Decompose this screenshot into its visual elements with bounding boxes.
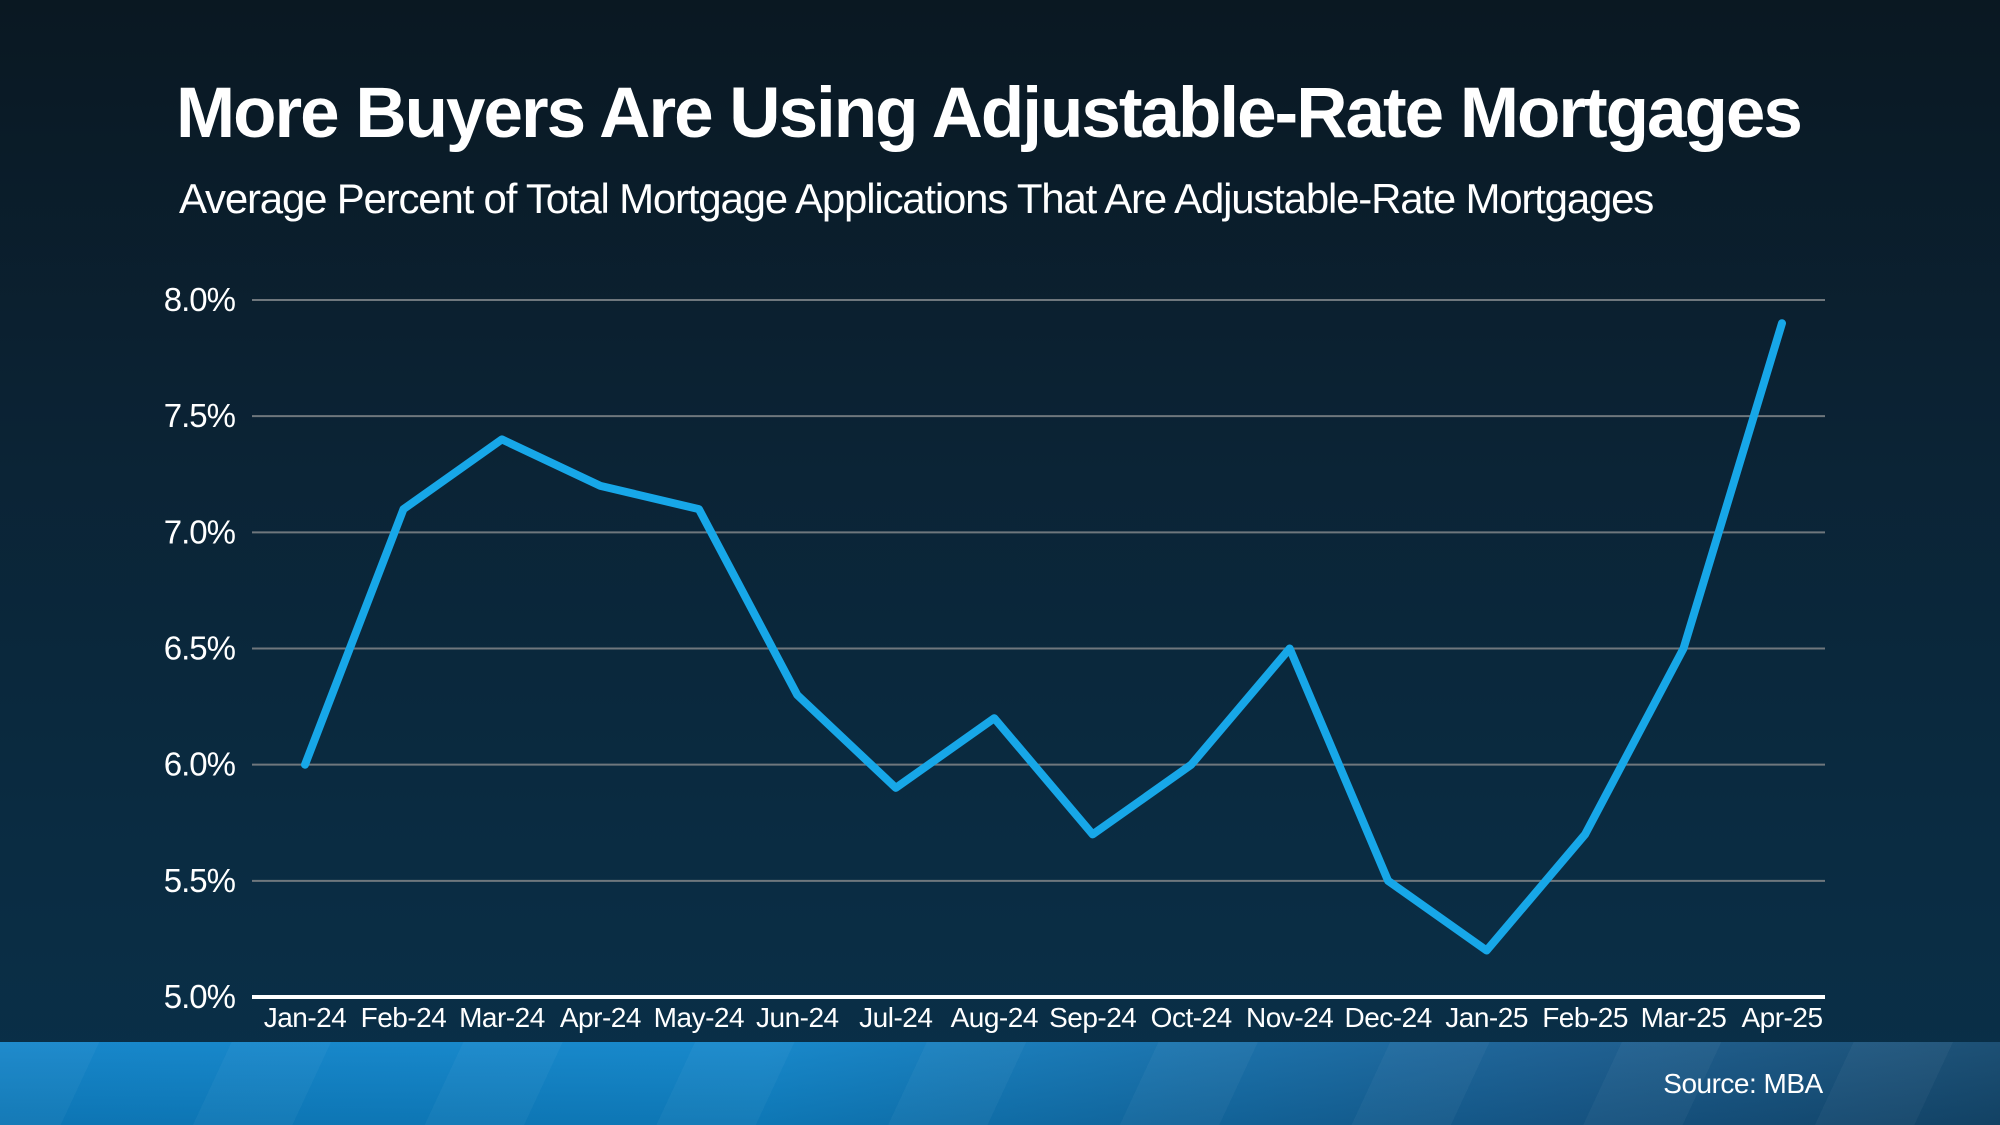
x-axis-label: Sep-24 xyxy=(1049,1002,1136,1033)
x-axis-label: Aug-24 xyxy=(951,1002,1038,1033)
x-axis-label: Jan-24 xyxy=(264,1002,347,1033)
y-axis-label: 5.0% xyxy=(164,978,236,1015)
x-axis-label: Mar-25 xyxy=(1641,1002,1727,1033)
y-axis-label: 7.0% xyxy=(164,513,236,550)
x-axis-label: Jan-25 xyxy=(1445,1002,1528,1033)
x-axis-label: Feb-24 xyxy=(361,1002,447,1033)
chart-subtitle: Average Percent of Total Mortgage Applic… xyxy=(179,175,1654,222)
y-axis-label: 5.5% xyxy=(164,862,236,899)
x-axis-label: Mar-24 xyxy=(459,1002,545,1033)
x-axis-label: Feb-25 xyxy=(1542,1002,1628,1033)
x-axis-label: Nov-24 xyxy=(1246,1002,1333,1033)
x-axis-label: Dec-24 xyxy=(1345,1002,1432,1033)
y-axis-label: 8.0% xyxy=(164,281,236,318)
x-axis-label: Jun-24 xyxy=(756,1002,839,1033)
footer-bar: Source: MBA xyxy=(0,1042,2000,1125)
x-axis-label: Apr-25 xyxy=(1741,1002,1822,1033)
data-line xyxy=(301,319,1786,955)
x-axis-label: Jul-24 xyxy=(859,1002,932,1033)
y-axis-label: 6.0% xyxy=(164,746,236,783)
source-label: Source: MBA xyxy=(1663,1068,1823,1099)
y-axis-label: 7.5% xyxy=(164,397,236,434)
x-axis-label: Apr-24 xyxy=(560,1002,641,1033)
chart-title: More Buyers Are Using Adjustable-Rate Mo… xyxy=(176,74,1803,153)
x-axis-label: Oct-24 xyxy=(1151,1002,1232,1033)
y-axis-label: 6.5% xyxy=(164,630,236,667)
x-axis-label: May-24 xyxy=(654,1002,744,1033)
